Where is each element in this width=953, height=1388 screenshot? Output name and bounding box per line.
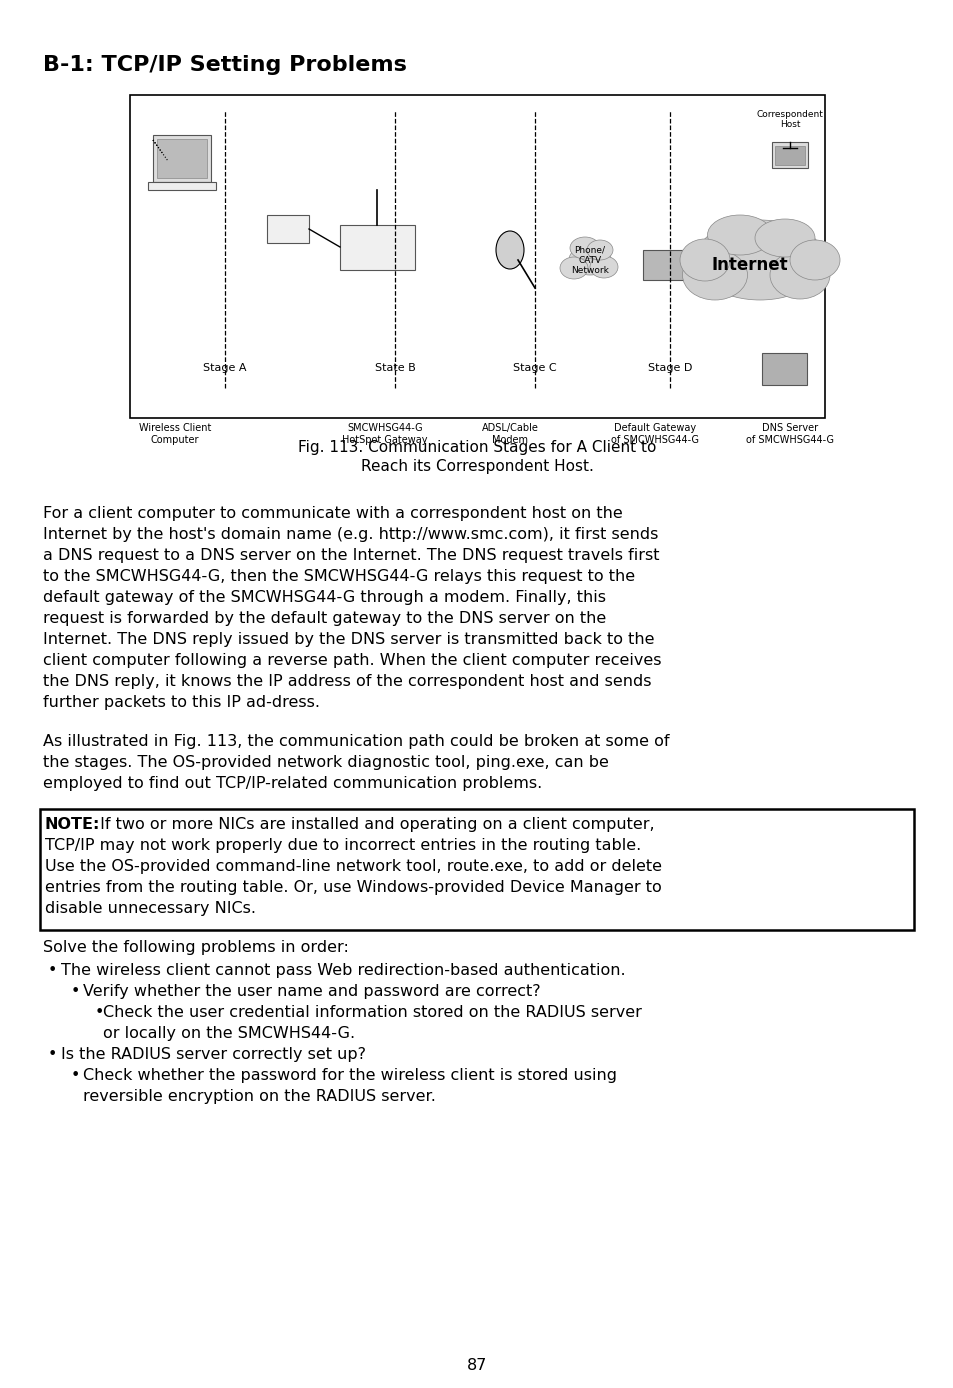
Text: DNS Server
of SMCWHSG44-G: DNS Server of SMCWHSG44-G [745,423,833,444]
Bar [157,139,207,178]
Bar [642,250,684,280]
Text: further packets to this IP ad-dress.: further packets to this IP ad-dress. [43,695,319,711]
Text: reversible encryption on the RADIUS server.: reversible encryption on the RADIUS serv… [83,1090,436,1103]
Text: the DNS reply, it knows the IP address of the correspondent host and sends: the DNS reply, it knows the IP address o… [43,675,651,688]
Bar [774,146,804,165]
Text: For a client computer to communicate with a correspondent host on the: For a client computer to communicate wit… [43,507,622,520]
Text: Check whether the password for the wireless client is stored using: Check whether the password for the wirel… [83,1067,617,1083]
Text: Is the RADIUS server correctly set up?: Is the RADIUS server correctly set up? [61,1047,366,1062]
Text: the stages. The OS-provided network diagnostic tool, ping.exe, can be: the stages. The OS-provided network diag… [43,755,608,770]
Text: •: • [48,1047,57,1062]
Bar [130,94,824,418]
Ellipse shape [695,221,824,300]
Text: •: • [95,1005,104,1020]
Text: Stage A: Stage A [203,364,247,373]
Ellipse shape [679,239,729,280]
Text: NOTE:: NOTE: [45,818,100,831]
Ellipse shape [589,255,618,278]
Text: Stage C: Stage C [513,364,557,373]
Text: default gateway of the SMCWHSG44-G through a modem. Finally, this: default gateway of the SMCWHSG44-G throu… [43,590,605,605]
Ellipse shape [496,230,523,269]
Text: State B: State B [375,364,415,373]
Text: or locally on the SMCWHS44-G.: or locally on the SMCWHS44-G. [103,1026,355,1041]
Text: TCP/IP may not work properly due to incorrect entries in the routing table.: TCP/IP may not work properly due to inco… [45,838,640,854]
Text: ADSL/Cable
Modem: ADSL/Cable Modem [481,423,537,444]
Bar [761,353,806,384]
Text: Stage D: Stage D [647,364,692,373]
Text: Internet: Internet [711,255,787,273]
Text: Phone/
CATV
Network: Phone/ CATV Network [571,246,608,275]
Text: Internet. The DNS reply issued by the DNS server is transmitted back to the: Internet. The DNS reply issued by the DN… [43,632,654,647]
Ellipse shape [681,250,747,300]
Text: B-1: TCP/IP Setting Problems: B-1: TCP/IP Setting Problems [43,56,406,75]
Text: Solve the following problems in order:: Solve the following problems in order: [43,940,349,955]
Ellipse shape [707,215,772,255]
Bar [40,809,913,930]
Text: As illustrated in Fig. 113, the communication path could be broken at some of: As illustrated in Fig. 113, the communic… [43,734,669,750]
Text: to the SMCWHSG44-G, then the SMCWHSG44-G relays this request to the: to the SMCWHSG44-G, then the SMCWHSG44-G… [43,569,635,584]
Text: Check the user credential information stored on the RADIUS server: Check the user credential information st… [103,1005,641,1020]
Text: If two or more NICs are installed and operating on a client computer,: If two or more NICs are installed and op… [95,818,654,831]
Ellipse shape [754,219,814,257]
Text: Default Gateway
of SMCWHSG44-G: Default Gateway of SMCWHSG44-G [610,423,699,444]
Bar [267,215,309,243]
Text: •: • [48,963,57,979]
Text: a DNS request to a DNS server on the Internet. The DNS request travels first: a DNS request to a DNS server on the Int… [43,548,659,564]
Ellipse shape [559,257,587,279]
Text: Correspondent
Host: Correspondent Host [756,110,822,129]
Ellipse shape [569,237,599,260]
Text: Internet by the host's domain name (e.g. http://www.smc.com), it first sends: Internet by the host's domain name (e.g.… [43,527,658,541]
Text: Use the OS-provided command-line network tool, route.exe, to add or delete: Use the OS-provided command-line network… [45,859,661,874]
Text: Reach its Correspondent Host.: Reach its Correspondent Host. [360,459,593,473]
FancyBboxPatch shape [152,135,211,182]
Ellipse shape [789,240,840,280]
Text: request is forwarded by the default gateway to the DNS server on the: request is forwarded by the default gate… [43,611,605,626]
Text: client computer following a reverse path. When the client computer receives: client computer following a reverse path… [43,652,660,668]
Text: •: • [71,1067,80,1083]
Bar [339,225,415,271]
Text: disable unnecessary NICs.: disable unnecessary NICs. [45,901,255,916]
Text: Fig. 113. Communication Stages for A Client to: Fig. 113. Communication Stages for A Cli… [297,440,656,455]
Text: SMCWHSG44-G
HotSpot Gateway: SMCWHSG44-G HotSpot Gateway [342,423,427,444]
Ellipse shape [586,240,613,260]
Text: Wireless Client
Computer: Wireless Client Computer [139,423,211,444]
Bar [771,142,807,168]
Text: •: • [71,984,80,999]
Text: The wireless client cannot pass Web redirection-based authentication.: The wireless client cannot pass Web redi… [61,963,625,979]
Text: 87: 87 [466,1357,487,1373]
Text: Verify whether the user name and password are correct?: Verify whether the user name and passwor… [83,984,540,999]
FancyBboxPatch shape [148,182,215,190]
Ellipse shape [568,246,610,275]
Text: employed to find out TCP/IP-related communication problems.: employed to find out TCP/IP-related comm… [43,776,541,791]
Ellipse shape [769,251,829,298]
Text: entries from the routing table. Or, use Windows-provided Device Manager to: entries from the routing table. Or, use … [45,880,661,895]
